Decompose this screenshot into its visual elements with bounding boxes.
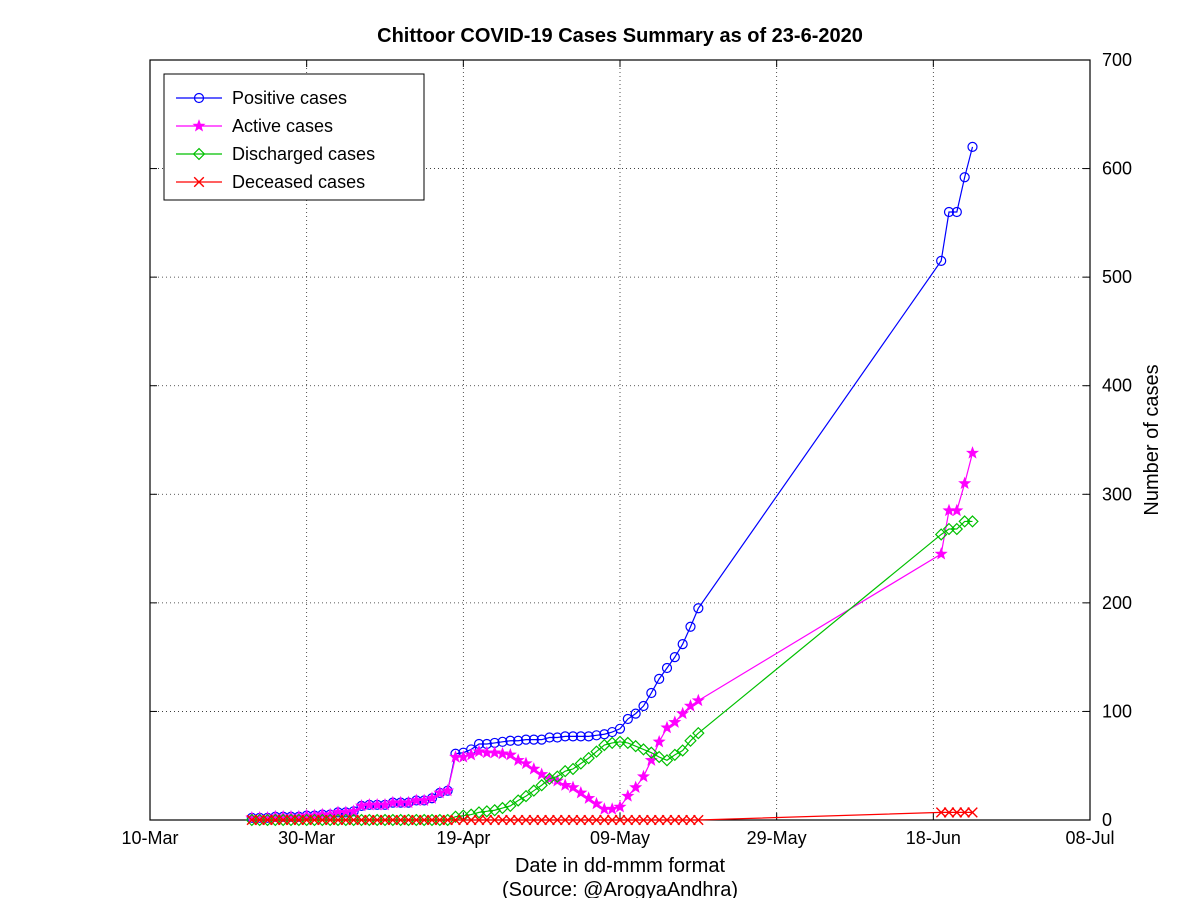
- y-tick-label: 100: [1102, 701, 1132, 721]
- chart-svg: 10-Mar 30-Mar 19-Apr 09-May 29-May 18-Jun 08-J…: [0, 0, 1200, 898]
- x-tick-label: 30-Mar: [278, 828, 335, 848]
- x-tick-label: 29-May: [747, 828, 807, 848]
- y-tick-label: 200: [1102, 593, 1132, 613]
- x-tick-label: 10-Mar: [121, 828, 178, 848]
- x-axis-sublabel: (Source: @ArogyaAndhra): [502, 879, 738, 898]
- x-tick-label: 18-Jun: [906, 828, 961, 848]
- x-tick-label: 08-Jul: [1065, 828, 1114, 848]
- x-axis-label: Date in dd-mmm format: [515, 855, 725, 877]
- y-tick-label: 500: [1102, 267, 1132, 287]
- legend-label: Active cases: [232, 116, 333, 136]
- chart-container: 10-Mar 30-Mar 19-Apr 09-May 29-May 18-Jun 08-J…: [0, 0, 1200, 898]
- y-axis-label: Number of cases: [1141, 364, 1163, 515]
- chart-title: Chittoor COVID-19 Cases Summary as of 23…: [377, 25, 863, 47]
- y-tick-label: 600: [1102, 159, 1132, 179]
- x-tick-label: 19-Apr: [436, 828, 490, 848]
- legend-label: Deceased cases: [232, 172, 365, 192]
- x-tick-label: 09-May: [590, 828, 650, 848]
- legend-label: Discharged cases: [232, 144, 375, 164]
- y-tick-label: 700: [1102, 50, 1132, 70]
- y-tick-label: 0: [1102, 810, 1112, 830]
- legend: Positive cases Active cases Discharged cas…: [164, 74, 424, 200]
- y-tick-label: 300: [1102, 484, 1132, 504]
- legend-label: Positive cases: [232, 88, 347, 108]
- y-tick-label: 400: [1102, 376, 1132, 396]
